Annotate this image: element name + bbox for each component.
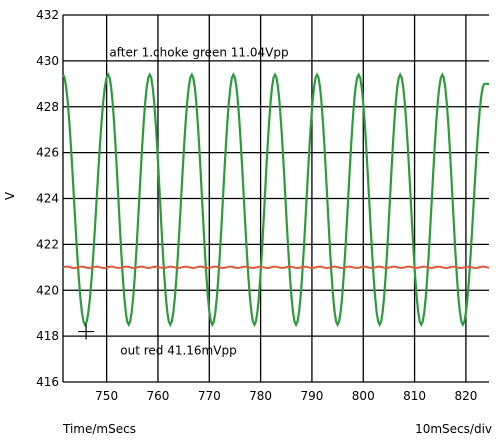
x-tick-label: 750 xyxy=(95,389,118,403)
x-tick-label: 820 xyxy=(454,389,477,403)
x-tick-label: 790 xyxy=(300,389,323,403)
x-div-label: 10mSecs/div xyxy=(415,422,492,436)
y-tick-label: 432 xyxy=(36,8,59,22)
y-tick-label: 430 xyxy=(36,54,59,68)
x-tick-label: 780 xyxy=(249,389,272,403)
annotations: after 1.choke green 11.04Vpp out red 41.1… xyxy=(109,45,288,357)
y-axis-label: V xyxy=(3,191,17,200)
x-axis-label: Time/mSecs xyxy=(62,422,136,436)
y-tick-label: 422 xyxy=(36,237,59,251)
y-tick-label: 418 xyxy=(36,329,59,343)
y-tick-label: 420 xyxy=(36,283,59,297)
annotation: out red 41.16mVpp xyxy=(120,343,236,357)
series-line-red xyxy=(63,267,489,268)
cursor xyxy=(78,324,94,340)
y-tick-label: 424 xyxy=(36,192,59,206)
series-layer xyxy=(63,75,489,325)
series-line-green xyxy=(63,75,489,325)
x-tick-label: 770 xyxy=(198,389,221,403)
grid xyxy=(63,15,489,382)
annotation: after 1.choke green 11.04Vpp xyxy=(109,45,288,59)
y-tick-label: 416 xyxy=(36,375,59,389)
x-tick-label: 760 xyxy=(146,389,169,403)
y-tick-label: 428 xyxy=(36,100,59,114)
x-tick-label: 800 xyxy=(352,389,375,403)
x-tick-label: 810 xyxy=(403,389,426,403)
y-tick-label: 426 xyxy=(36,146,59,160)
